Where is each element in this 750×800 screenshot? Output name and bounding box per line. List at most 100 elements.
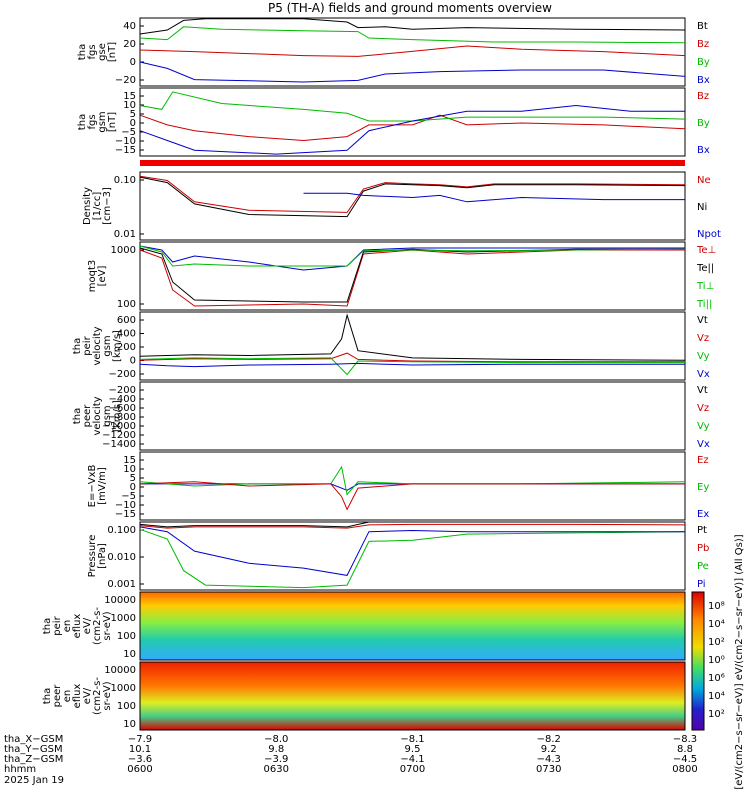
y-tick-label: 0.010 [107, 552, 136, 563]
y-tick-label: −15 [115, 145, 136, 156]
x-axis: tha_X−GSM −7.9 −8.0 −8.1 −8.2 −8.3 tha_Y−GSM 10… [4, 734, 698, 786]
y-axis-label: E=−VxB[mV/m] [87, 465, 108, 508]
y-label-line: en [62, 620, 73, 633]
y-label-line: [km/s] [112, 400, 123, 432]
spectrogram-frame [139, 591, 686, 661]
y-tick-label: 10 [123, 464, 136, 475]
y-axis-label: thafgsgse[nT] [77, 42, 118, 62]
y-tick-label: 0 [130, 482, 136, 493]
legend-label: Ti|| [696, 299, 712, 310]
y-label-line: gse [97, 43, 108, 61]
x-row-value: −3.9 [264, 754, 288, 765]
series-Ey [139, 465, 686, 496]
panel-frame [139, 17, 686, 87]
legend-label: Pb [697, 543, 709, 554]
y-tick-label: 5 [130, 473, 136, 484]
legend-label: Te|| [696, 263, 714, 274]
y-tick-label: −1400 [102, 439, 136, 450]
spectrogram-1: 10000 1000 100 10 thapeirenefluxeV/(cm2-s-sr… [42, 591, 686, 661]
y-tick-label: −5 [121, 491, 136, 502]
x-row-value: 8.8 [677, 744, 693, 755]
panels-group: 40200−20thafgsgse[nT]BtBzByBx151050−5−10… [72, 17, 721, 591]
y-label-line: tha [42, 618, 53, 634]
series-Pi [139, 526, 685, 576]
y-tick-label: 10 [123, 649, 136, 660]
y-label-line: (cm2-s- [92, 677, 103, 715]
legend-label: Te⊥ [696, 245, 716, 256]
y-tick-label: 5 [130, 109, 136, 120]
flag-band [140, 160, 685, 166]
y-label-line: Density [82, 187, 93, 225]
legend-label: Bz [697, 91, 709, 102]
panel-1: 40 20 0 −20 thafgsgse[nT] Bt Bz By Bx [77, 17, 710, 87]
x-row-value: −7.9 [128, 734, 152, 745]
spectrogram-frame [139, 661, 686, 731]
spectrogram-image [140, 662, 685, 730]
y-label-line: fgs [87, 44, 98, 59]
x-row-value: −8.2 [537, 734, 561, 745]
y-tick-label: 10000 [104, 665, 136, 676]
legend-label: Pe [697, 561, 709, 572]
y-label-line: peir [82, 335, 93, 355]
y-tick-label: 0.01 [114, 229, 136, 240]
colorbar-label: 10⁸ [708, 601, 725, 612]
legend-label: Pt [697, 525, 707, 536]
y-label-line: eV/ [82, 687, 93, 704]
legend-label: Ti⊥ [696, 281, 714, 292]
legend-label: Vy [697, 421, 710, 432]
x-row-label: tha_X−GSM [4, 734, 63, 745]
y-tick-label: 1000 [111, 613, 136, 624]
y-tick-label: 0 [130, 57, 136, 68]
y-label-line: E=−VxB [87, 465, 98, 508]
y-tick-label: 20 [123, 39, 136, 50]
colorbar-label: 10⁴ [708, 619, 725, 630]
y-tick-label: 100 [117, 701, 136, 712]
y-tick-label: 0 [130, 356, 136, 367]
y-label-line: velocity [92, 326, 103, 365]
x-row-label: hhmm [4, 764, 36, 775]
series-Bz [139, 45, 686, 57]
colorbar-label: 10² [708, 709, 725, 720]
legend-label: Npot [697, 229, 721, 240]
legend-label: Vx [697, 369, 710, 380]
y-tick-label: 0.100 [107, 525, 136, 536]
legend-label: Bt [697, 21, 708, 32]
y-tick-label: −800 [109, 412, 136, 423]
legend-label: Vz [697, 403, 709, 414]
x-row-value: −4.3 [537, 754, 561, 765]
y-label-line: [km/s] [112, 330, 123, 362]
y-tick-label: 1000 [111, 683, 136, 694]
panel-5: 600 400 200 0 −200 thapeirvelocitygsm[km/s] Vt… [72, 311, 710, 381]
y-tick-label: −200 [109, 369, 136, 380]
y-tick-label: 0.10 [114, 175, 136, 186]
x-row-value: −8.0 [264, 734, 288, 745]
y-label-line: (cm2-s- [92, 607, 103, 645]
series-Te|| [139, 247, 685, 303]
x-row-value: −8.3 [673, 734, 697, 745]
series-Te⊥ [139, 249, 685, 307]
legend-label: By [697, 118, 710, 129]
x-row-value: −4.5 [673, 754, 697, 765]
legend-label: Vz [697, 333, 709, 344]
y-label-line: fgs [87, 114, 98, 129]
series-Vx [139, 362, 685, 368]
y-tick-label: 10 [123, 100, 136, 111]
y-tick-label: 1000 [111, 245, 136, 256]
x-row-value: 0700 [400, 764, 425, 775]
y-label-line: Pressure [87, 535, 98, 578]
y-axis-label: thapeerenefluxeV/(cm2-s-sr-eV) [42, 677, 113, 715]
y-label-line: [1/cc] [92, 192, 103, 221]
y-axis-label: thapeirvelocitygsm[km/s] [72, 326, 123, 365]
y-label-line: eV/ [82, 617, 93, 634]
x-row-value: 0630 [264, 764, 289, 775]
series-Ni [139, 176, 686, 218]
y-label-line: velocity [92, 396, 103, 435]
y-tick-label: 100 [117, 631, 136, 642]
y-label-line: [nPa] [97, 543, 108, 569]
y-label-line: gsm [102, 405, 113, 426]
legend-label: Ey [697, 482, 709, 493]
y-label-line: [mV/m] [97, 467, 108, 505]
